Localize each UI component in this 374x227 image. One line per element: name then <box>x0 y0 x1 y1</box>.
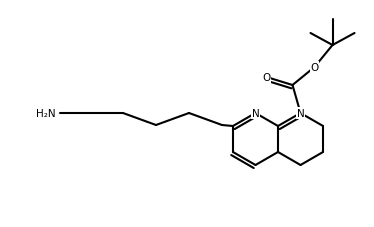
Text: N: N <box>252 109 259 118</box>
Text: O: O <box>263 73 271 83</box>
Text: N: N <box>297 109 304 118</box>
Text: O: O <box>310 63 319 73</box>
Text: H₂N: H₂N <box>36 109 56 118</box>
